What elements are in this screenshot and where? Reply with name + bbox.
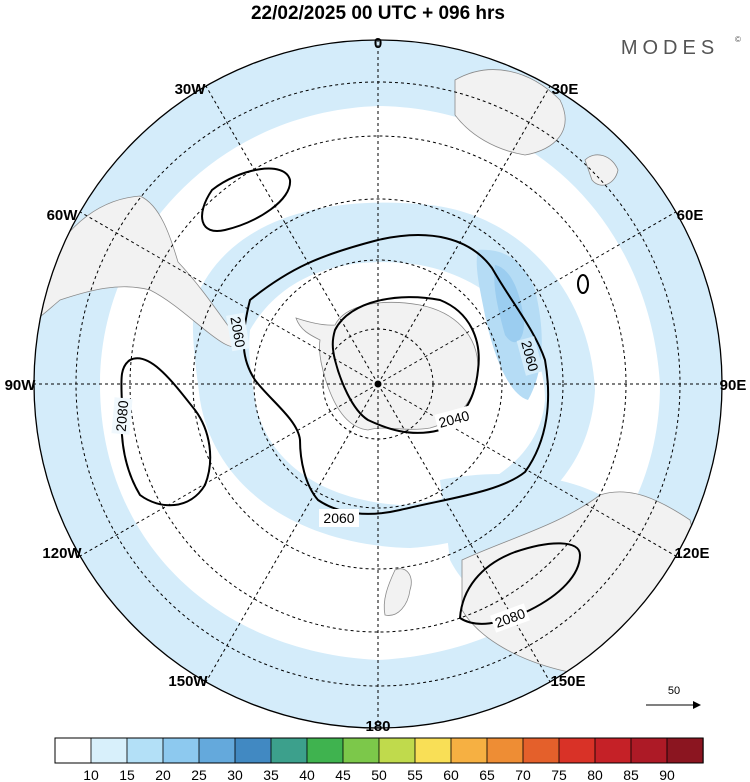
graticule — [34, 40, 722, 728]
colorbar-tick-label: 65 — [479, 767, 495, 782]
colorbar-tick-label: 40 — [299, 767, 315, 782]
colorbar-swatch — [450, 737, 488, 764]
lon-label-120e: 120E — [674, 545, 709, 562]
colorbar-tick-label: 75 — [551, 767, 567, 782]
colorbar-swatch — [198, 737, 236, 764]
lon-label-30w: 30W — [175, 81, 207, 98]
colorbar-tick-label: 50 — [371, 767, 387, 782]
colorbar-swatch — [630, 737, 668, 764]
south-pole-marker — [374, 380, 382, 388]
colorbar-tick-label: 10 — [83, 767, 99, 782]
colorbar-swatch — [522, 737, 560, 764]
colorbar-swatch — [666, 737, 704, 764]
lon-label-150w: 150W — [168, 673, 208, 690]
colorbar-tick-label: 60 — [443, 767, 459, 782]
contour-label-west: 2060 — [227, 315, 248, 349]
colorbar-tick-label: 80 — [587, 767, 603, 782]
madagascar — [584, 154, 619, 186]
colorbar: 10 15 20 25 30 35 40 45 50 55 60 65 70 75 80 85 90 — [54, 737, 704, 782]
contour-label-east: 2060 — [518, 339, 542, 373]
colorbar-tick-label: 25 — [191, 767, 207, 782]
contour-high-atlantic — [201, 167, 292, 233]
contour-label-southwest: 2080 — [113, 400, 132, 433]
colorbar-swatch — [486, 737, 524, 764]
new-zealand — [383, 568, 412, 616]
colorbar-swatch — [594, 737, 632, 764]
colorbar-frame — [54, 737, 704, 764]
reference-wind-arrow: 50 — [646, 685, 701, 709]
colorbar-tick-label: 85 — [623, 767, 639, 782]
brand-logo: MODES — [621, 37, 719, 59]
contour-label-polar: 2040 — [437, 407, 471, 431]
lon-label-150e: 150E — [550, 673, 585, 690]
contour-labels: 2060 2080 2060 2040 2060 2080 — [111, 312, 544, 633]
colorbar-tick-label: 35 — [263, 767, 279, 782]
colorbar-swatch — [162, 737, 200, 764]
lon-label-180: 180 — [365, 718, 390, 735]
colorbar-tick-label: 55 — [407, 767, 423, 782]
colorbar-tick-label: 20 — [155, 767, 171, 782]
contour-label-south: 2060 — [323, 510, 354, 526]
lon-label-90e: 90E — [720, 377, 747, 394]
polar-map: 2060 2080 2060 2040 2060 2080 — [33, 39, 723, 729]
reference-arrow-label: 50 — [668, 685, 680, 697]
colorbar-tick-label: 90 — [659, 767, 675, 782]
lon-label-90w: 90W — [5, 377, 37, 394]
colorbar-swatch — [234, 737, 272, 764]
africa — [454, 69, 566, 156]
longitude-labels: 0 30E 60E 90E 120E 150E 180 150W 120W 90… — [5, 35, 747, 735]
colorbar-swatch — [558, 737, 596, 764]
contour-2060 — [242, 234, 550, 515]
lon-label-120w: 120W — [42, 545, 82, 562]
colorbar-swatch — [126, 737, 164, 764]
colorbar-swatch — [90, 737, 128, 764]
colorbar-tick-label: 45 — [335, 767, 351, 782]
colorbar-swatch — [342, 737, 380, 764]
brand-copyright-mark: © — [735, 35, 741, 44]
map-title: 22/02/2025 00 UTC + 096 hrs — [251, 3, 505, 24]
colorbar-swatch — [270, 737, 308, 764]
colorbar-swatch — [414, 737, 452, 764]
lon-label-30e: 30E — [552, 81, 579, 98]
lon-label-60e: 60E — [677, 207, 704, 224]
contour-small-low — [577, 274, 589, 294]
colorbar-swatch — [54, 737, 92, 764]
colorbar-swatch — [306, 737, 344, 764]
lon-label-60w: 60W — [47, 207, 79, 224]
colorbar-tick-label: 70 — [515, 767, 531, 782]
colorbar-swatch — [378, 737, 416, 764]
map-border — [33, 39, 723, 729]
lon-label-0: 0 — [374, 35, 382, 52]
colorbar-tick-label: 30 — [227, 767, 243, 782]
colorbar-tick-label: 15 — [119, 767, 135, 782]
